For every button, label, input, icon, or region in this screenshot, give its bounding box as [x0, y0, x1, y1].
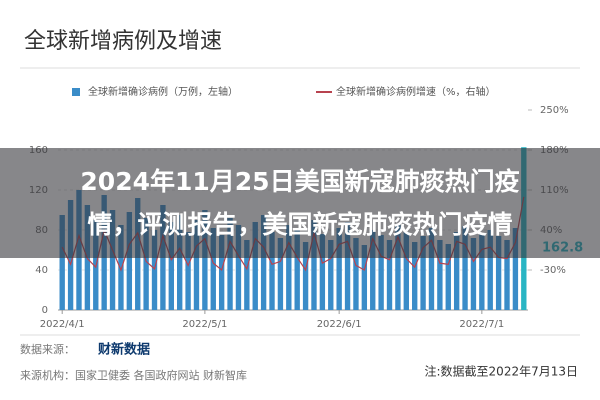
- bar: [118, 225, 124, 310]
- bar: [395, 225, 401, 310]
- bar: [412, 242, 418, 310]
- x-tick-label: 2022/4/1: [40, 319, 85, 330]
- bar: [487, 230, 493, 310]
- bar: [143, 218, 149, 310]
- bar: [286, 225, 292, 310]
- bar: [193, 220, 200, 310]
- bar: [177, 215, 183, 310]
- bar: [210, 228, 216, 310]
- bar: [311, 220, 317, 310]
- source-label: 数据来源：: [20, 342, 75, 356]
- page-title: 全球新增病例及增速: [24, 29, 222, 54]
- bar: [504, 240, 510, 310]
- logo: 财新数据: [98, 342, 150, 358]
- bar: [336, 228, 342, 310]
- y2-tick-label: 250%: [540, 105, 569, 116]
- bar: [151, 230, 158, 310]
- legend-label: 全球新增确诊病例增速（%，右轴）: [336, 85, 496, 98]
- bar: [420, 236, 426, 310]
- bar: [353, 238, 359, 310]
- bar: [109, 210, 116, 310]
- bar: [370, 230, 376, 310]
- bar: [244, 240, 250, 310]
- bar: [437, 240, 443, 310]
- bar: [495, 236, 502, 310]
- agencies: 来源机构：国家卫健委 各国政府网站 财新智库: [20, 368, 247, 382]
- bar: [403, 232, 409, 310]
- bar: [512, 228, 519, 310]
- bar: [361, 245, 368, 310]
- bar: [445, 244, 451, 310]
- bar: [479, 234, 485, 310]
- bar: [319, 234, 326, 310]
- bar: [470, 238, 477, 310]
- bar: [462, 226, 468, 310]
- overlay-title: 情，评测报告，美国新寇肺痰热门疫情: [87, 210, 512, 239]
- overlay-title: 2024年11月25日美国新寇肺痰热门疫: [80, 167, 519, 196]
- overlay-band: [0, 148, 600, 258]
- bar: [294, 230, 300, 310]
- bar: [126, 212, 133, 310]
- bar: [378, 235, 384, 310]
- bar: [59, 215, 65, 310]
- bar: [227, 218, 233, 310]
- x-tick-label: 2022/6/1: [317, 319, 362, 330]
- bar: [202, 210, 208, 310]
- bar: [269, 232, 275, 310]
- bar: [386, 240, 393, 310]
- y-tick-label: 40: [35, 265, 48, 276]
- bar: [260, 215, 267, 310]
- bar: [344, 222, 351, 310]
- x-tick-label: 2022/7/1: [459, 319, 504, 330]
- y2-tick-label: -30%: [540, 265, 566, 276]
- bar: [302, 242, 309, 310]
- legend-swatch: [72, 88, 80, 96]
- x-tick-label: 2022/5/1: [182, 319, 227, 330]
- bar: [428, 228, 435, 310]
- bar: [453, 232, 460, 310]
- bar: [252, 222, 258, 310]
- bar: [328, 240, 334, 310]
- legend-label: 全球新增确诊病例（万例，左轴）: [88, 85, 238, 98]
- bar: [168, 222, 174, 310]
- note: 注:数据截至2022年7月13日: [425, 364, 579, 379]
- bar: [235, 225, 242, 310]
- bar: [218, 235, 225, 310]
- bar: [277, 238, 284, 310]
- bar: [185, 232, 191, 310]
- y-tick-label: 0: [42, 305, 48, 316]
